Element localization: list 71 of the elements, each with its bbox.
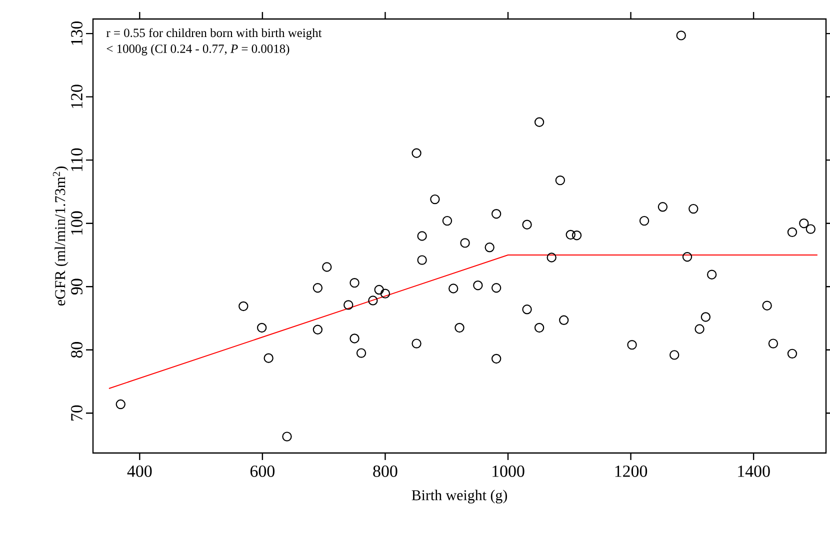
point — [116, 399, 126, 410]
point — [566, 230, 576, 240]
point — [238, 301, 248, 312]
point — [688, 204, 698, 214]
point — [374, 284, 384, 295]
point — [682, 252, 692, 262]
y-tick-label: 120 — [71, 84, 82, 108]
point — [491, 354, 502, 364]
point — [534, 117, 544, 127]
y-tick-label: 100 — [71, 211, 82, 235]
point — [522, 304, 532, 314]
x-tick-label: 1400 — [738, 466, 770, 477]
annotation: < 1000g (CI 0.24 - 0.77, P = 0.0018) — [106, 44, 290, 56]
x-axis-title: Birth weight (g) — [412, 490, 507, 504]
point — [491, 283, 502, 293]
x-tick-label: 1000 — [492, 466, 524, 477]
point — [639, 216, 650, 226]
point — [700, 312, 711, 322]
x-tick-label: 600 — [250, 466, 274, 477]
point — [312, 283, 323, 293]
x-tick-label: 800 — [373, 466, 398, 477]
point — [454, 322, 464, 333]
x-tick-label: 1200 — [615, 466, 648, 477]
point — [534, 322, 544, 333]
point — [559, 315, 569, 325]
point — [264, 353, 274, 363]
point — [282, 432, 292, 442]
point — [417, 255, 427, 265]
point — [412, 148, 422, 158]
point — [312, 324, 323, 334]
point — [670, 350, 680, 360]
point — [572, 230, 582, 240]
y-tick-label: 80 — [71, 342, 82, 358]
point — [350, 334, 360, 344]
x-tick-label: 400 — [127, 466, 152, 477]
point — [694, 324, 704, 334]
point — [356, 348, 366, 358]
point — [460, 238, 470, 248]
point — [256, 322, 267, 333]
point — [491, 209, 502, 219]
point — [522, 220, 532, 230]
point — [344, 300, 354, 310]
y-tick-label: 110 — [71, 148, 82, 171]
point — [676, 30, 686, 40]
point — [484, 242, 494, 252]
point — [350, 278, 360, 288]
y-tick-label: 130 — [71, 21, 82, 45]
y-tick-label: 70 — [71, 405, 82, 420]
point — [368, 296, 378, 306]
point — [658, 202, 668, 212]
point — [555, 175, 566, 186]
point — [380, 288, 390, 298]
point — [430, 194, 440, 204]
point — [627, 340, 637, 350]
point — [762, 300, 772, 310]
point — [546, 252, 556, 262]
point — [806, 224, 816, 234]
point — [412, 338, 422, 348]
point — [768, 338, 778, 348]
point — [706, 270, 717, 280]
point — [787, 227, 798, 238]
point — [448, 284, 458, 294]
point — [787, 348, 798, 359]
point — [417, 231, 427, 241]
y-axis-title: eGFR (ml/min/1.73m$^{2}$) — [52, 166, 68, 306]
point — [799, 218, 809, 228]
annotation: r = 0.55 for children born with birth weight — [106, 28, 322, 40]
point — [442, 216, 452, 226]
point — [322, 262, 332, 272]
point — [473, 280, 483, 290]
y-tick-label: 90 — [71, 278, 82, 295]
